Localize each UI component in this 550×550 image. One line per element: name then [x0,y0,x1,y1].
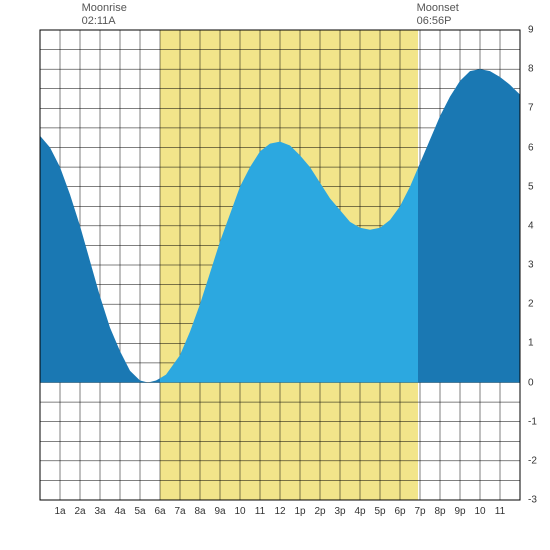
x-tick-label: 9a [214,506,225,517]
x-tick-label: 2p [314,506,325,517]
x-tick-label: 11 [255,506,265,517]
x-tick-label: 5p [374,506,385,517]
x-tick-label: 3a [94,506,105,517]
y-tick-label: -3 [528,495,537,506]
y-tick-label: 5 [528,181,534,192]
y-tick-label: 7 [528,103,534,114]
x-tick-label: 10 [234,506,245,517]
x-tick-label: 1a [54,506,65,517]
x-tick-label: 2a [74,506,85,517]
chart-svg [0,0,550,550]
tide-chart: Moonrise 02:11A Moonset 06:56P 1a 2a 3a 4a 5… [0,0,550,550]
y-tick-label: -2 [528,455,537,466]
y-tick-label: 8 [528,64,534,75]
moonset-label: Moonset 06:56P [417,2,459,28]
x-tick-label: 6a [154,506,165,517]
x-tick-label: 10 [474,506,485,517]
moonset-title: Moonset [417,2,459,14]
x-tick-label: 6p [394,506,405,517]
moonrise-time: 02:11A [82,15,116,27]
x-tick-label: 7a [174,506,185,517]
x-tick-label: 12 [274,506,285,517]
moonset-time: 06:56P [417,15,452,27]
x-tick-label: 7p [414,506,425,517]
y-tick-label: 3 [528,260,534,271]
y-tick-label: 9 [528,25,534,36]
y-tick-label: -1 [528,416,537,427]
x-tick-label: 4p [354,506,365,517]
y-tick-label: 6 [528,142,534,153]
x-tick-label: 8p [434,506,445,517]
x-tick-label: 4a [114,506,125,517]
moonrise-title: Moonrise [82,2,127,14]
y-tick-label: 4 [528,220,534,231]
x-tick-label: 8a [194,506,205,517]
y-tick-label: 0 [528,377,534,388]
y-tick-label: 2 [528,299,534,310]
x-tick-label: 5a [134,506,145,517]
x-tick-label: 11 [495,506,505,517]
x-tick-label: 9p [454,506,465,517]
moonrise-label: Moonrise 02:11A [82,2,127,28]
y-tick-label: 1 [528,338,534,349]
x-tick-label: 3p [334,506,345,517]
x-tick-label: 1p [294,506,305,517]
